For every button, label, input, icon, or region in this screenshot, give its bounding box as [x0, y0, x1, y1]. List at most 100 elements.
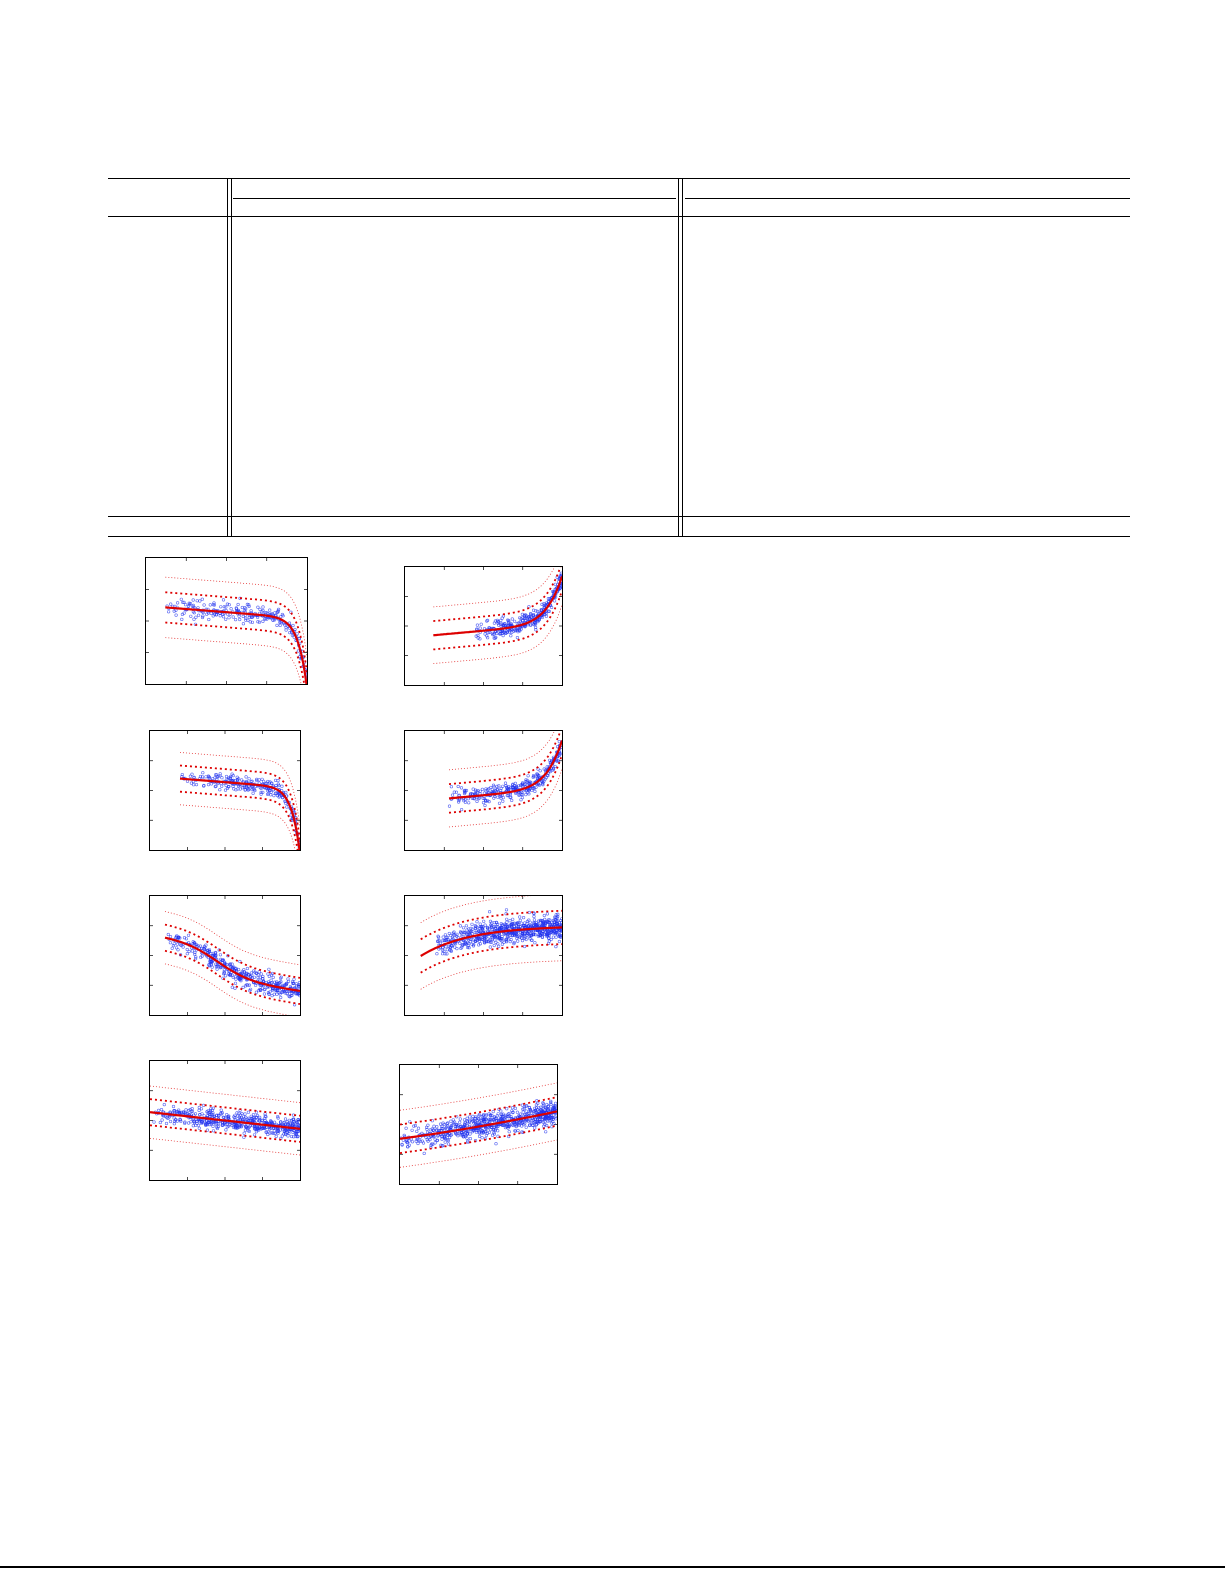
scatter-point: [466, 1139, 470, 1143]
confidence-band: [150, 1098, 300, 1117]
scatter-point: [489, 925, 493, 929]
scatter-point: [479, 1118, 483, 1122]
scatter-point: [280, 612, 284, 617]
scatter-point: [220, 784, 224, 788]
scatter-point: [515, 1110, 519, 1114]
scatter-point: [524, 788, 528, 793]
scatter-point: [184, 937, 188, 941]
scatter-point: [525, 778, 529, 782]
scatter-point: [208, 603, 212, 607]
scatter-point: [497, 944, 501, 949]
scatter-point: [523, 934, 527, 938]
scatter-point: [284, 801, 288, 805]
scatter-point: [460, 1131, 464, 1135]
scatter-point: [268, 608, 272, 612]
scatter-point: [449, 1126, 453, 1130]
scatter-point: [518, 1112, 522, 1116]
scatter-point: [478, 637, 482, 641]
scatter-point: [473, 927, 477, 931]
scatter-point: [470, 922, 474, 926]
scatter-point: [247, 1118, 251, 1122]
scatter-point: [234, 788, 238, 792]
scatter-point: [496, 942, 500, 946]
scatter-point: [264, 611, 268, 615]
scatter-point: [199, 955, 203, 959]
scatter-point: [479, 622, 483, 626]
scatter-point: [218, 614, 222, 618]
scatter-point: [224, 617, 228, 621]
scatter-point: [206, 1120, 210, 1124]
scatter-point: [542, 601, 546, 606]
scatter-point: [554, 1117, 557, 1121]
scatter-point: [222, 605, 226, 609]
scatter-point: [254, 971, 258, 975]
scatter-point: [557, 939, 561, 944]
scatter-point: [192, 617, 196, 621]
scatter-point: [505, 1107, 509, 1111]
scatter-point: [172, 609, 176, 613]
scatter-point: [425, 1138, 429, 1142]
scatter-point: [549, 1115, 553, 1119]
scatter-point: [482, 935, 486, 939]
scatter-point: [440, 952, 445, 956]
scatter-point: [535, 1099, 539, 1103]
scatter-point: [539, 1108, 543, 1113]
scatter-point: [530, 1121, 534, 1125]
scatter-point: [276, 1116, 280, 1120]
scatter-point: [180, 612, 185, 617]
scatter-point: [214, 784, 218, 788]
scatter-point: [515, 921, 520, 925]
scatter-point: [256, 1128, 261, 1132]
scatter-point: [220, 776, 224, 780]
scatter-point: [266, 990, 270, 995]
confidence-band: [150, 1085, 300, 1104]
scatter-point: [286, 979, 291, 983]
scatter-point: [221, 958, 225, 963]
scatter-point: [475, 799, 479, 803]
scatter-point: [221, 1115, 225, 1119]
scatter-point: [541, 783, 545, 787]
scatter-point: [231, 773, 235, 778]
scatter-point: [461, 926, 466, 930]
scatter-point: [275, 623, 279, 627]
scatter-point: [499, 926, 503, 931]
scatter-point: [499, 786, 503, 791]
scatter-point: [435, 1138, 440, 1142]
scatter-point: [465, 933, 469, 937]
scatter-point: [490, 1113, 494, 1118]
confidence-band: [420, 943, 562, 974]
scatter-point: [200, 775, 205, 779]
scatter-point: [489, 940, 494, 944]
scatter-point: [463, 1134, 467, 1139]
scatter-point: [463, 941, 467, 945]
scatter-point: [294, 982, 298, 986]
scatter-point: [535, 1119, 539, 1123]
scatter-point: [227, 603, 231, 607]
scatter-point: [477, 943, 481, 947]
scatter-point: [247, 615, 251, 620]
scatter-point: [535, 609, 540, 614]
scatter-point: [209, 1122, 214, 1126]
table-body-rule: [108, 516, 1130, 517]
scatter-point: [425, 1127, 429, 1132]
scatter-point: [226, 1114, 230, 1119]
scatter-point: [539, 608, 543, 613]
scatter-point: [240, 778, 244, 782]
scatter-point: [481, 800, 486, 805]
scatter-point: [197, 1126, 201, 1130]
scatter-point: [502, 622, 506, 626]
scatter-point: [436, 939, 440, 943]
scatter-point: [179, 943, 183, 948]
scatter-point: [416, 1126, 421, 1130]
scatter-point: [507, 1130, 511, 1134]
scatter-point: [516, 1128, 520, 1133]
confidence-band: [433, 590, 562, 651]
scatter-point: [200, 615, 205, 620]
scatter-point: [277, 795, 281, 799]
scatter-point: [252, 1115, 256, 1120]
scatter-point: [244, 779, 249, 784]
plot-panel-4: [404, 730, 563, 851]
scatter-point: [194, 615, 198, 619]
scatter-point: [471, 938, 475, 942]
scatter-point: [534, 1103, 538, 1107]
